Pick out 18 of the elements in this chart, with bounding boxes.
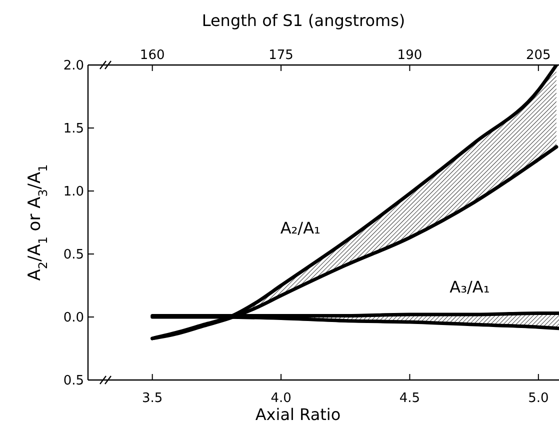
x-tick-label: 4.0 [270,391,292,406]
x2-tick-label: 205 [526,48,551,63]
y-tick-label: 1.5 [63,122,84,137]
y-tick-label: 0.5 [63,248,84,263]
x-tick-label: 3.5 [142,391,163,406]
series-label: A₂/A₁ [280,218,320,238]
x-axis-title: Axial Ratio [255,405,341,424]
y-tick-label: 0.0 [63,310,84,326]
x-tick-label: 5.0 [528,391,549,406]
x2-tick-label: 175 [268,48,294,63]
x2-tick-label: 160 [140,48,165,63]
x-tick-label: 4.5 [399,391,420,406]
y-tick-label: 1.0 [63,184,84,200]
series-label: A₃/A₁ [450,277,490,296]
y-tick-label: 0.5 [63,374,84,389]
x2-axis-title: Length of S1 (angstroms) [202,11,406,30]
y-tick-label: 2.0 [63,58,84,74]
x2-tick-label: 190 [397,48,422,63]
